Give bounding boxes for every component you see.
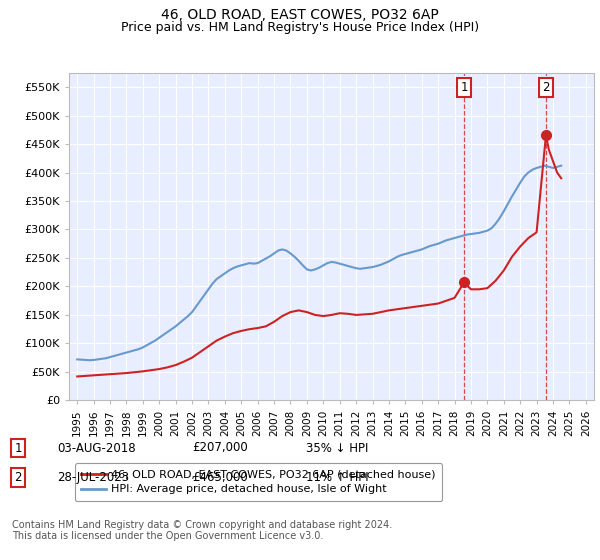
Text: 11% ↑ HPI: 11% ↑ HPI bbox=[306, 470, 368, 484]
Text: 1: 1 bbox=[460, 81, 468, 94]
Text: Price paid vs. HM Land Registry's House Price Index (HPI): Price paid vs. HM Land Registry's House … bbox=[121, 21, 479, 34]
Text: 46, OLD ROAD, EAST COWES, PO32 6AP: 46, OLD ROAD, EAST COWES, PO32 6AP bbox=[161, 8, 439, 22]
Text: 1: 1 bbox=[14, 441, 22, 455]
Text: 03-AUG-2018: 03-AUG-2018 bbox=[57, 441, 136, 455]
Text: £207,000: £207,000 bbox=[192, 441, 248, 455]
Text: 2: 2 bbox=[14, 470, 22, 484]
Text: 2: 2 bbox=[542, 81, 550, 94]
Legend: 46, OLD ROAD, EAST COWES, PO32 6AP (detached house), HPI: Average price, detache: 46, OLD ROAD, EAST COWES, PO32 6AP (deta… bbox=[74, 463, 442, 501]
Text: 28-JUL-2023: 28-JUL-2023 bbox=[57, 470, 129, 484]
Text: 35% ↓ HPI: 35% ↓ HPI bbox=[306, 441, 368, 455]
Text: £465,000: £465,000 bbox=[192, 470, 248, 484]
Text: Contains HM Land Registry data © Crown copyright and database right 2024.
This d: Contains HM Land Registry data © Crown c… bbox=[12, 520, 392, 542]
